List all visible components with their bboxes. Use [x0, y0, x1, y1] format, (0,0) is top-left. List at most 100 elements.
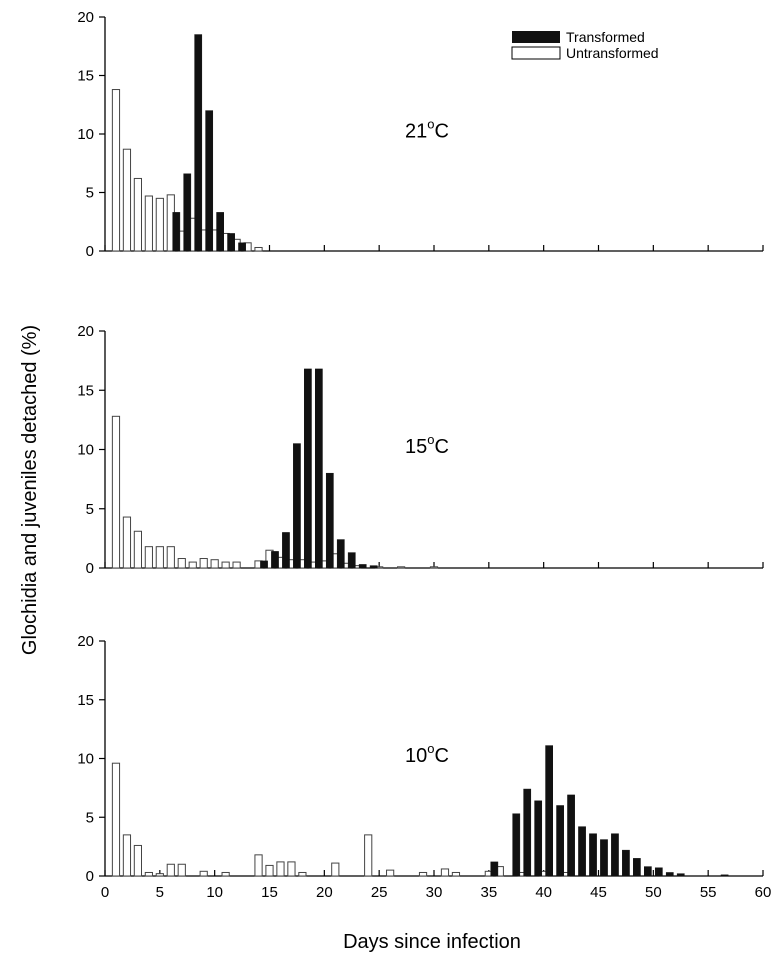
bar-transformed	[665, 872, 674, 877]
bar-untransformed	[133, 177, 143, 252]
x-tick-label: 55	[700, 884, 717, 901]
legend-swatch-transformed	[512, 31, 560, 43]
y-tick-label: 15	[77, 382, 94, 399]
bar-untransformed	[188, 561, 197, 569]
bar-untransformed	[177, 558, 186, 569]
bar-untransformed	[144, 195, 153, 252]
temperature-unit: C	[434, 120, 448, 142]
legend-label-transformed: Transformed	[566, 29, 645, 45]
bar-untransformed	[451, 871, 461, 877]
bar-untransformed	[133, 844, 143, 877]
bar-transformed	[556, 805, 564, 877]
y-tick-label: 5	[86, 185, 94, 202]
legend: Transformed Untransformed	[511, 29, 659, 61]
bar-untransformed	[265, 864, 274, 877]
bar-untransformed	[166, 863, 175, 877]
x-tick-label: 35	[480, 884, 497, 901]
bar-transformed	[545, 745, 553, 877]
y-tick-label: 10	[77, 751, 94, 768]
y-tick-label: 20	[77, 323, 94, 340]
x-tick-label: 5	[156, 884, 164, 901]
bar-untransformed	[232, 561, 241, 569]
bar-transformed	[183, 173, 192, 252]
x-tick-label: 30	[426, 884, 443, 901]
x-tick-label: 25	[371, 884, 388, 901]
bar-untransformed	[155, 873, 164, 877]
bar-transformed	[282, 532, 290, 569]
y-tick-label: 15	[77, 692, 94, 709]
bar-untransformed	[155, 546, 164, 569]
temperature-label: 10oC	[405, 741, 449, 767]
temperature-value: 10	[405, 745, 427, 767]
bar-transformed	[369, 565, 378, 569]
bar-untransformed	[397, 566, 406, 569]
bar-untransformed	[429, 566, 439, 569]
x-tick-label: 60	[755, 884, 772, 901]
bar-transformed	[347, 552, 356, 569]
x-tick-label: 40	[535, 884, 552, 901]
bar-transformed	[600, 839, 608, 877]
bar-transformed	[644, 866, 652, 877]
bar-untransformed	[111, 415, 121, 569]
bar-transformed	[271, 551, 279, 569]
bar-untransformed	[254, 854, 263, 877]
bar-transformed	[578, 826, 586, 877]
bar-untransformed	[386, 869, 395, 877]
bar-transformed	[315, 368, 323, 569]
bar-transformed	[512, 813, 521, 877]
bar-transformed	[720, 874, 729, 877]
bar-transformed	[358, 564, 367, 569]
y-tick-label: 0	[86, 560, 94, 577]
bar-transformed	[238, 242, 246, 252]
bar-untransformed	[287, 861, 296, 877]
bar-transformed	[260, 560, 268, 569]
bar-transformed	[205, 110, 214, 252]
bar-transformed	[304, 368, 312, 569]
x-tick-label: 15	[261, 884, 278, 901]
y-tick-label: 20	[77, 633, 94, 650]
bar-transformed	[194, 34, 203, 252]
x-tick-label: 20	[316, 884, 333, 901]
temperature-degree: o	[427, 116, 434, 131]
x-tick-label: 10	[206, 884, 223, 901]
bar-transformed	[490, 861, 499, 877]
bar-transformed	[227, 233, 235, 252]
x-axis-title: Days since infection	[343, 931, 521, 953]
x-tick-label: 45	[590, 884, 607, 901]
bar-untransformed	[331, 862, 340, 877]
y-tick-label: 20	[77, 9, 94, 26]
y-tick-label: 5	[86, 501, 94, 518]
y-tick-label: 15	[77, 68, 94, 85]
bar-untransformed	[144, 546, 153, 569]
bar-transformed	[611, 833, 619, 877]
bar-transformed	[293, 443, 301, 569]
bar-transformed	[216, 212, 225, 252]
temperature-label: 15oC	[405, 432, 449, 458]
bar-untransformed	[144, 871, 153, 877]
bar-transformed	[172, 212, 181, 252]
bar-untransformed	[221, 561, 230, 569]
legend-label-untransformed: Untransformed	[566, 45, 659, 61]
bar-transformed	[633, 858, 641, 877]
bar-untransformed	[210, 559, 219, 569]
bar-untransformed	[440, 868, 450, 877]
bar-untransformed	[111, 762, 121, 877]
bar-untransformed	[155, 197, 164, 252]
bar-transformed	[654, 867, 663, 877]
bar-untransformed	[166, 546, 175, 569]
x-tick-label: 50	[645, 884, 662, 901]
bar-untransformed	[418, 871, 428, 877]
bar-untransformed	[221, 871, 230, 877]
bar-untransformed	[254, 246, 263, 252]
bar-untransformed	[133, 530, 143, 569]
bar-transformed	[325, 472, 334, 569]
y-tick-label: 0	[86, 243, 94, 260]
y-tick-label: 0	[86, 868, 94, 885]
x-tick-label: 0	[101, 884, 109, 901]
bar-transformed	[567, 794, 575, 877]
panel-0: 0 5 10 15 20 21oC	[77, 9, 764, 260]
temperature-value: 21	[405, 120, 427, 142]
bar-untransformed	[122, 516, 132, 569]
